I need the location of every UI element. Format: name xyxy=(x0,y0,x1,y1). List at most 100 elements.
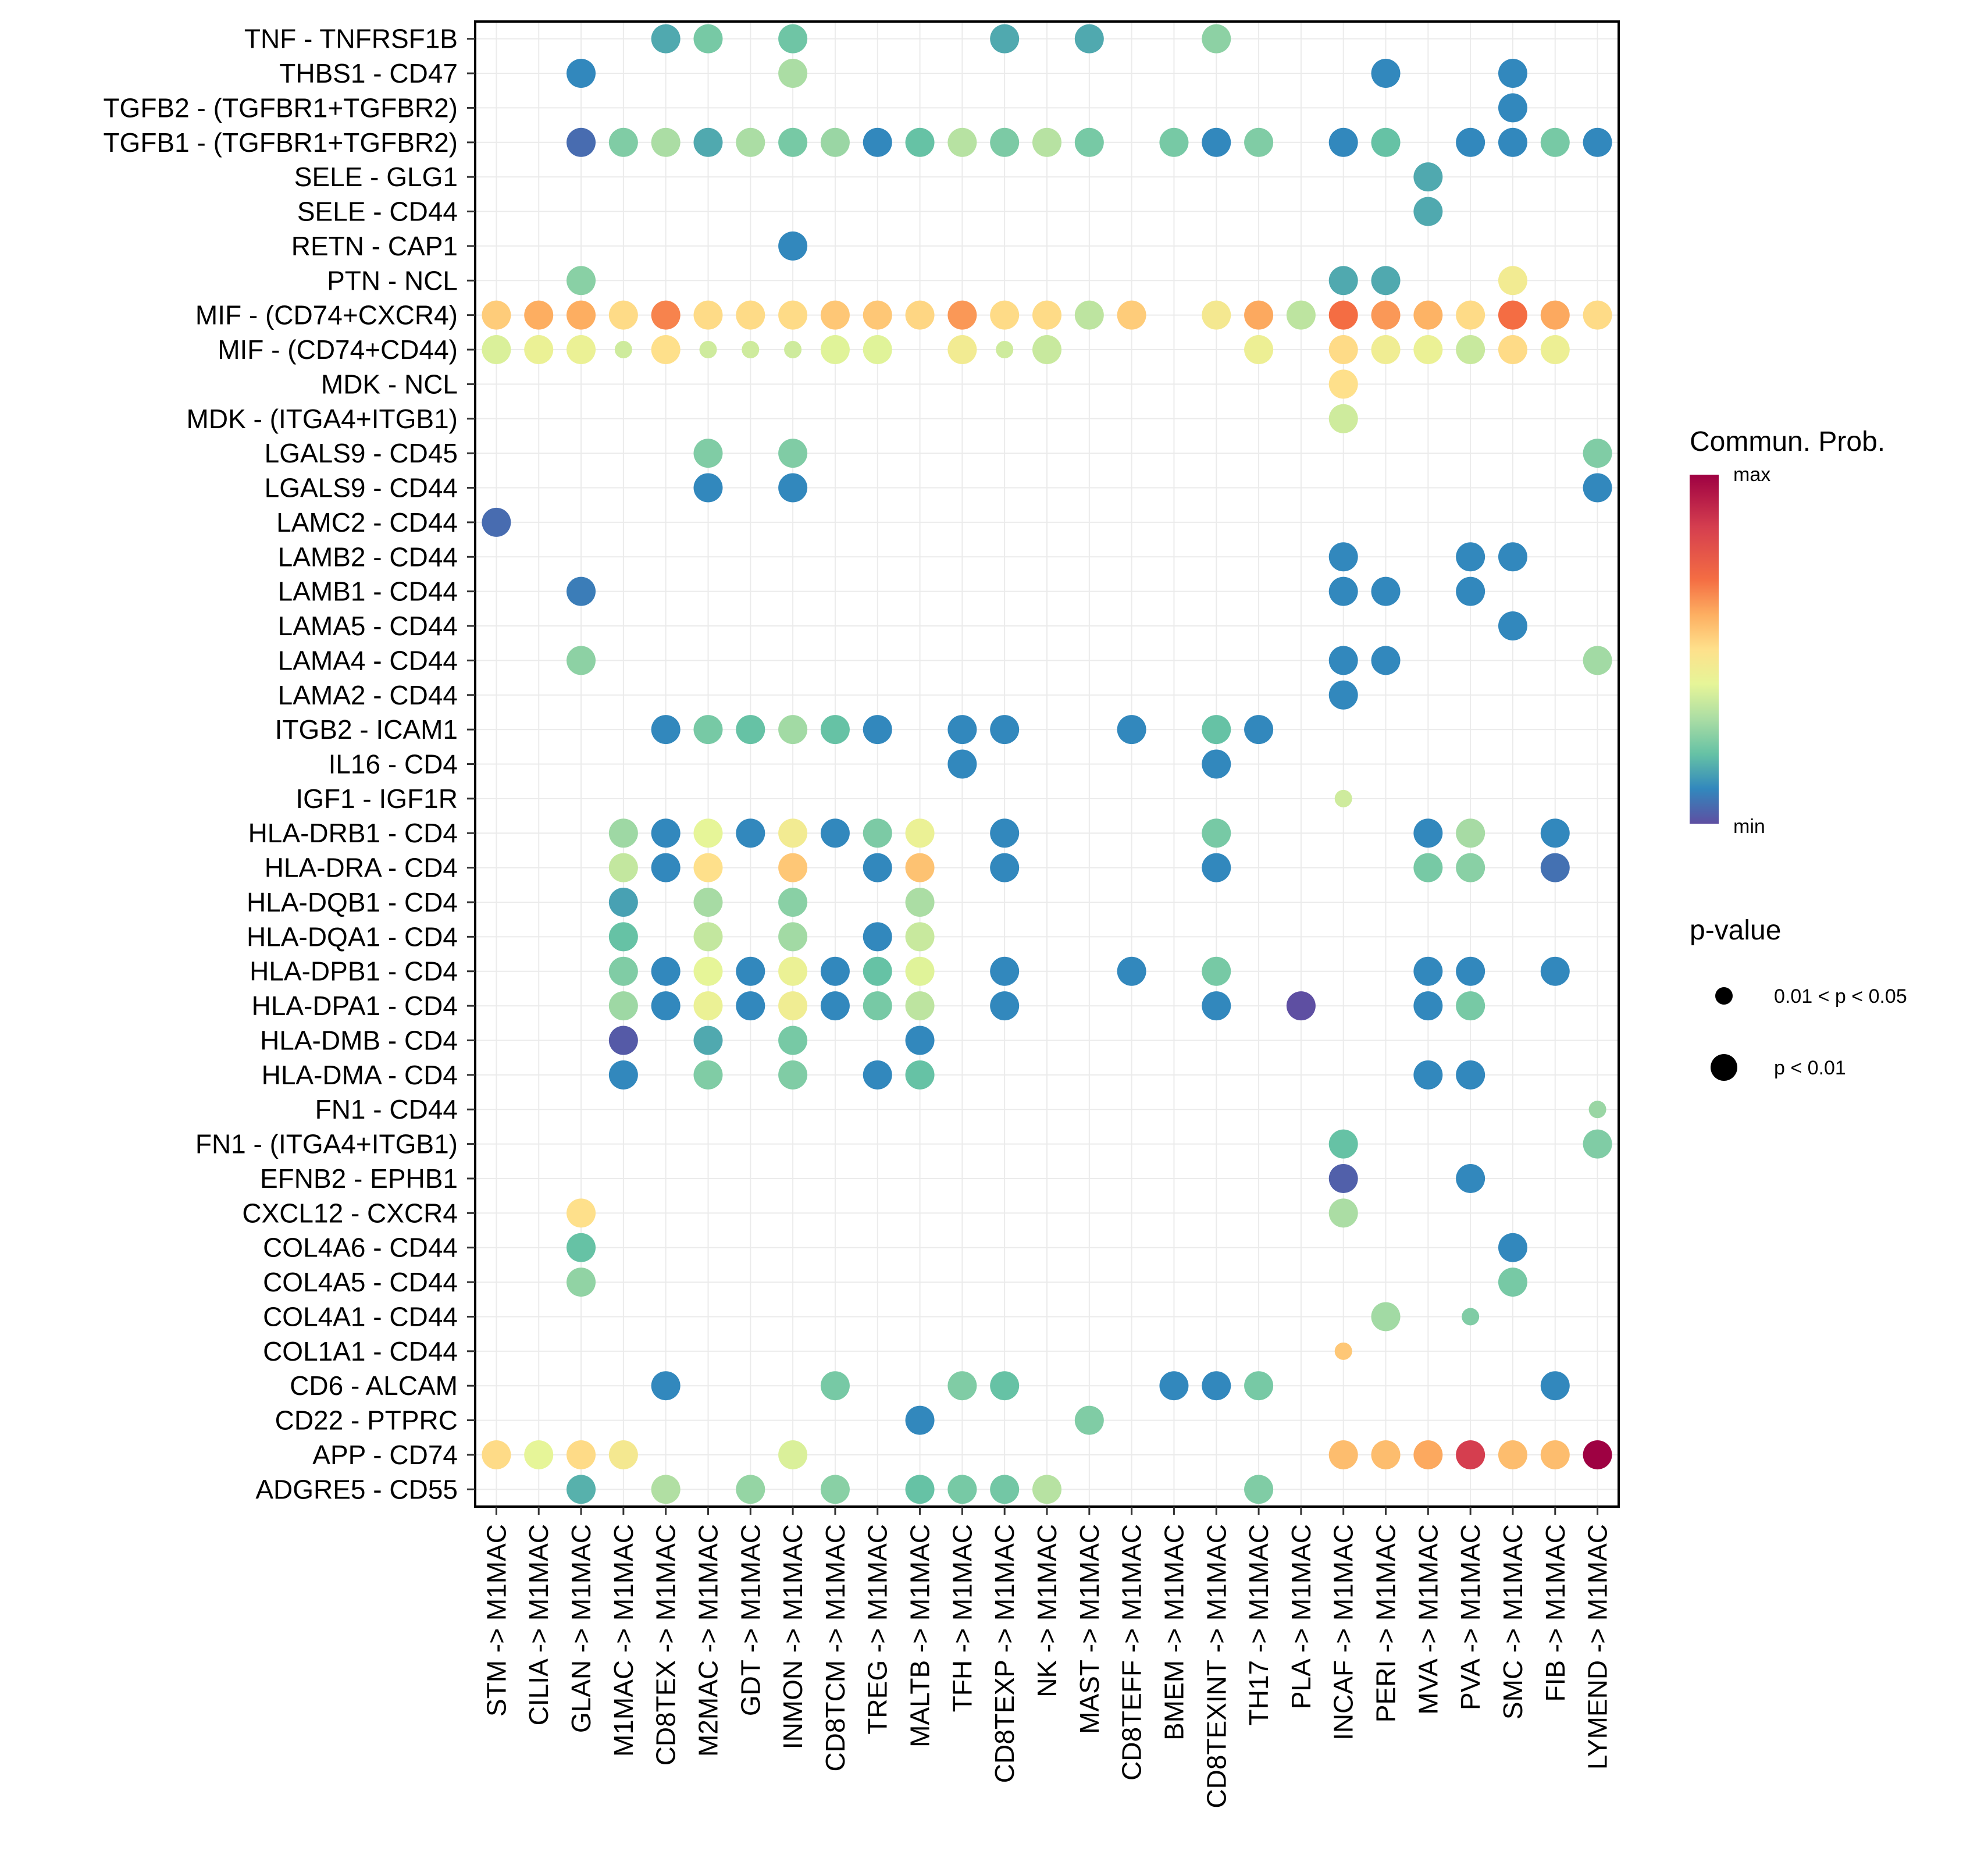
data-dot xyxy=(1074,300,1104,330)
data-dot xyxy=(990,956,1020,986)
data-dot xyxy=(1334,789,1352,807)
x-tick-label: GLAN -> M1MAC xyxy=(566,1524,596,1733)
data-dot xyxy=(778,231,808,261)
y-tick-label: COL4A5 - CD44 xyxy=(263,1267,458,1297)
data-dot xyxy=(1456,1060,1485,1090)
data-dot xyxy=(608,922,638,952)
data-dot xyxy=(947,127,977,157)
y-tick-label: MDK - (ITGA4+ITGB1) xyxy=(187,404,458,434)
data-dot xyxy=(1074,127,1104,157)
data-dot xyxy=(1328,680,1358,710)
data-dot xyxy=(1588,1101,1606,1119)
data-dot xyxy=(608,1060,638,1090)
data-dot xyxy=(905,1026,935,1055)
data-dot xyxy=(651,715,681,745)
y-tick-label: HLA-DPB1 - CD4 xyxy=(250,956,458,987)
color-legend-title: Commun. Prob. xyxy=(1690,426,1885,457)
data-dot xyxy=(567,266,596,296)
y-tick-label: TGFB2 - (TGFBR1+TGFBR2) xyxy=(103,92,458,123)
y-tick-label: LGALS9 - CD45 xyxy=(265,438,458,468)
data-dot xyxy=(524,300,554,330)
data-dot xyxy=(990,1371,1020,1401)
x-tick-label: GDT -> M1MAC xyxy=(735,1524,765,1716)
y-tick-label: HLA-DQB1 - CD4 xyxy=(247,887,458,917)
data-dot xyxy=(1583,300,1612,330)
data-dot xyxy=(947,749,977,779)
x-tick-label: LYMEND -> M1MAC xyxy=(1583,1524,1613,1770)
data-dot xyxy=(742,341,760,359)
data-dot xyxy=(1498,300,1527,330)
data-dot xyxy=(651,127,681,157)
data-dot xyxy=(693,991,723,1021)
data-dot xyxy=(608,887,638,917)
data-dot xyxy=(820,715,850,745)
data-dot xyxy=(1074,24,1104,54)
data-dot xyxy=(567,576,596,606)
data-dot xyxy=(1456,853,1485,882)
data-dot xyxy=(1456,1163,1485,1193)
data-dot xyxy=(608,127,638,157)
data-dot xyxy=(784,341,802,359)
data-dot xyxy=(1371,59,1401,88)
data-dot xyxy=(947,1475,977,1504)
y-tick-label: ADGRE5 - CD55 xyxy=(255,1474,458,1504)
y-tick-label: PTN - NCL xyxy=(327,265,458,296)
size-legend-large-dot xyxy=(1711,1054,1737,1081)
y-tick-label: HLA-DMB - CD4 xyxy=(260,1025,458,1055)
data-dot xyxy=(990,715,1020,745)
y-tick-label: THBS1 - CD47 xyxy=(279,58,458,88)
data-dot xyxy=(567,1198,596,1228)
data-dot xyxy=(1371,646,1401,675)
y-tick-label: COL4A6 - CD44 xyxy=(263,1233,458,1263)
data-dot xyxy=(1583,1129,1612,1159)
y-tick-label: HLA-DPA1 - CD4 xyxy=(252,991,458,1021)
data-dot xyxy=(1328,335,1358,365)
data-dot xyxy=(778,991,808,1021)
data-dot xyxy=(693,853,723,882)
data-dot xyxy=(1328,646,1358,675)
x-tick-label: M2MAC -> M1MAC xyxy=(693,1524,723,1757)
data-dot xyxy=(1202,818,1231,848)
data-dot xyxy=(1583,439,1612,468)
data-dot xyxy=(1286,300,1316,330)
data-dot xyxy=(1371,335,1401,365)
data-dot xyxy=(736,1475,765,1504)
x-tick-label: CD8TEXP -> M1MAC xyxy=(989,1524,1020,1783)
data-dot xyxy=(651,24,681,54)
data-dot xyxy=(1498,611,1527,641)
data-dot xyxy=(778,24,808,54)
y-tick-label: EFNB2 - EPHB1 xyxy=(260,1163,458,1194)
data-dot xyxy=(1328,127,1358,157)
data-dot xyxy=(1328,369,1358,399)
data-dot xyxy=(1328,576,1358,606)
data-dot xyxy=(1456,576,1485,606)
data-dot xyxy=(905,853,935,882)
y-tick-label: FN1 - (ITGA4+ITGB1) xyxy=(195,1129,458,1159)
data-dot xyxy=(905,1405,935,1435)
data-dot xyxy=(1413,1060,1443,1090)
data-dot xyxy=(567,127,596,157)
data-dot xyxy=(1202,956,1231,986)
y-tick-label: LAMA2 - CD44 xyxy=(278,680,458,710)
data-dot xyxy=(608,991,638,1021)
y-tick-label: MIF - (CD74+CXCR4) xyxy=(195,300,458,330)
data-dot xyxy=(1540,335,1570,365)
size-legend-title: p-value xyxy=(1690,915,1781,946)
data-dot xyxy=(1074,1405,1104,1435)
data-dot xyxy=(1456,300,1485,330)
data-dot xyxy=(524,1440,554,1469)
data-dot xyxy=(1456,956,1485,986)
data-dot xyxy=(905,1060,935,1090)
data-dot xyxy=(1244,335,1274,365)
data-dot xyxy=(567,1233,596,1262)
x-tick-label: CILIA -> M1MAC xyxy=(523,1524,554,1725)
data-dot xyxy=(1413,162,1443,192)
data-dot xyxy=(567,646,596,675)
x-tick-label: NK -> M1MAC xyxy=(1032,1524,1062,1697)
x-tick-label: CD8TEX -> M1MAC xyxy=(651,1524,681,1765)
data-dot xyxy=(1202,991,1231,1021)
data-dot xyxy=(996,341,1014,359)
data-dot xyxy=(693,887,723,917)
data-dot xyxy=(1202,1371,1231,1401)
